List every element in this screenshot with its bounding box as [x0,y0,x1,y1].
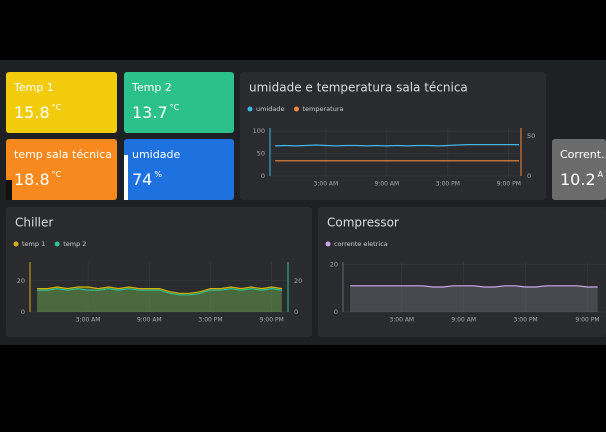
x-tick-label: 9:00 AM [137,317,162,324]
tile [6,139,117,200]
x-tick-label: 3:00 AM [389,317,414,324]
x-tick-label: 9:00 AM [375,181,400,188]
y2-tick-label: 20 [294,277,302,285]
y-tick-label: 0 [334,308,338,316]
x-tick-label: 9:00 AM [451,317,476,324]
legend-label: corrente eletrica [334,240,388,248]
legend-label: umidade [256,105,285,113]
tile-title: Temp 2 [131,81,172,94]
legend-swatch [247,106,253,112]
tile-value-number: 15.8 [14,103,50,122]
x-tick-label: 9:00 PM [497,181,521,188]
legend-swatch [54,241,60,247]
panel-title: Chiller [15,216,53,230]
x-tick-label: 3:00 PM [198,317,222,324]
panel-title: Compressor [327,216,399,230]
legend-label: temp 2 [63,240,86,248]
series-line [275,144,519,147]
series-area [350,285,598,312]
y-tick-label: 100 [253,127,265,135]
y-tick-label: 20 [17,277,25,285]
tile-title: Temp 1 [13,81,54,94]
y-tick-label: 50 [257,150,265,158]
legend-swatch [294,106,299,112]
tile-gauge [124,155,128,200]
legend-label: temperatura [303,105,344,113]
x-tick-label: 3:00 AM [314,181,339,188]
tile-value-number: 10.2 [560,170,596,189]
tile-title: temp sala técnica [14,148,112,161]
tile-value-number: 18.8 [14,170,50,189]
legend-swatch [325,241,331,247]
tile-title: umidade [132,148,180,161]
y-tick-label: 0 [21,308,25,316]
legend-label: temp 1 [22,240,45,248]
y2-tick-label: 0 [294,308,298,316]
tile-unit: °C [52,103,62,112]
series-area [37,288,282,312]
tile [124,139,234,200]
y2-tick-label: 50 [527,132,535,140]
tile-value-number: 74 [132,170,152,189]
series-line [350,285,598,288]
tile-unit: °C [170,103,180,112]
y2-tick-label: 0 [527,172,531,180]
panel [240,72,546,200]
tile-title: Corrent... [560,148,606,161]
legend-swatch [13,241,19,247]
tile-value: 10.2 A [560,170,604,189]
tile [552,139,606,200]
y-tick-label: 0 [261,172,265,180]
tile-value: 15.8 °C [14,103,62,122]
tile [124,72,234,133]
panel-title: umidade e temperatura sala técnica [249,81,468,95]
tile-value: 74% [132,170,162,189]
tile-unit: °C [52,170,62,179]
x-tick-label: 9:00 PM [575,317,599,324]
tile-value-number: 13.7 [132,103,168,122]
tile-unit: % [154,170,162,179]
series-line [37,287,282,296]
tile-value: 13.7 °C [132,103,180,122]
x-tick-label: 3:00 AM [76,317,101,324]
tile [6,72,117,133]
panel [6,207,312,337]
x-tick-label: 9:00 PM [260,317,284,324]
tile-value: 18.8 °C [14,170,62,189]
y-tick-label: 20 [330,260,338,268]
tile-unit: A [598,170,604,179]
series-line [37,286,282,294]
tile-shade [6,180,12,200]
x-tick-label: 3:00 PM [436,181,460,188]
series-area [37,287,282,312]
x-tick-label: 3:00 PM [513,317,537,324]
